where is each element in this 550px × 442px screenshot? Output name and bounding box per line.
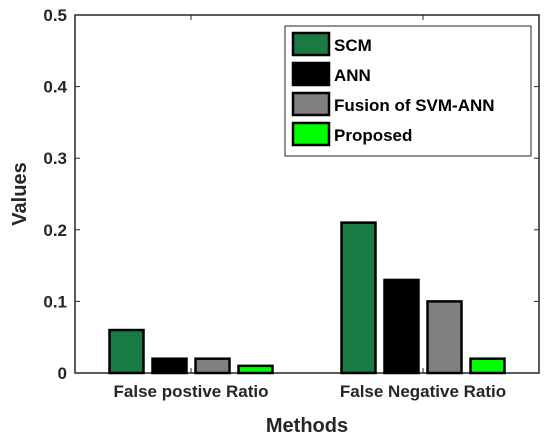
x-tick-label-1: False Negative Ratio	[340, 382, 506, 401]
x-axis-ticks: False postive Ratio False Negative Ratio	[114, 15, 506, 401]
bar-proposed-1	[469, 357, 506, 375]
legend-swatch-0	[291, 31, 331, 57]
legend-label-0: SCM	[334, 36, 372, 55]
x-tick-label-0: False postive Ratio	[114, 382, 269, 401]
legend-label-2: Fusion of SVM-ANN	[334, 96, 495, 115]
bar-fusion-of-svm-ann-0	[194, 357, 231, 375]
legend-swatch-2	[291, 91, 331, 117]
bar-ann-0	[151, 357, 188, 375]
bars-group	[108, 221, 506, 375]
legend-swatch-3	[291, 121, 331, 147]
y-axis-label: Values	[9, 162, 31, 225]
legend-swatch-1	[291, 61, 331, 87]
y-tick-label-2: 0.2	[43, 221, 67, 240]
legend-label-1: ANN	[334, 66, 371, 85]
legend-label-3: Proposed	[334, 126, 412, 145]
bar-ann-1	[383, 278, 420, 375]
y-tick-label-3: 0.3	[43, 149, 67, 168]
y-axis-ticks: 0 0.1 0.2 0.3 0.4 0.5	[43, 6, 539, 383]
bar-scm-1	[340, 221, 377, 375]
bar-proposed-0	[237, 364, 274, 375]
y-tick-label-0: 0	[58, 364, 67, 383]
y-tick-label-4: 0.4	[43, 78, 67, 97]
y-tick-label-1: 0.1	[43, 292, 67, 311]
y-tick-label-5: 0.5	[43, 6, 67, 25]
bar-fusion-of-svm-ann-1	[426, 300, 463, 375]
x-axis-label: Methods	[266, 415, 348, 437]
bar-scm-0	[108, 328, 145, 375]
legend: SCM ANN Fusion of SVM-ANN Proposed	[284, 25, 532, 157]
